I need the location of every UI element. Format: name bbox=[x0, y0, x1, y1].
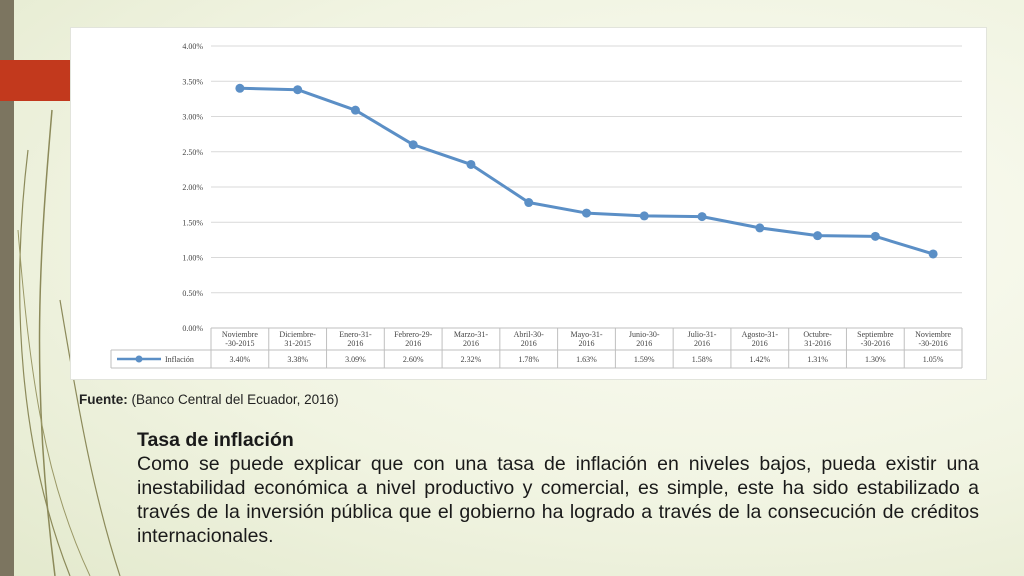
data-table-value: 1.63% bbox=[576, 355, 597, 364]
data-table-value: 1.42% bbox=[749, 355, 770, 364]
x-category-label-line1: Septiembre bbox=[857, 330, 894, 339]
x-category-label-line2: 2016 bbox=[405, 339, 421, 348]
data-point bbox=[755, 223, 765, 233]
data-table-value: 2.32% bbox=[461, 355, 482, 364]
x-category-label-line2: 31-2016 bbox=[804, 339, 831, 348]
y-tick-label: 4.00% bbox=[182, 42, 203, 51]
slide-sidebar-bar bbox=[0, 0, 14, 576]
x-category-label-line1: Octubre- bbox=[803, 330, 832, 339]
y-tick-label: 1.00% bbox=[182, 254, 203, 263]
data-point bbox=[466, 159, 476, 169]
data-point bbox=[408, 140, 418, 150]
data-table-value: 3.40% bbox=[230, 355, 251, 364]
data-table-value: 1.59% bbox=[634, 355, 655, 364]
x-category-label-line2: -30-2016 bbox=[918, 339, 947, 348]
x-category-label-line1: Marzo-31- bbox=[454, 330, 489, 339]
x-category-label-line2: -30-2015 bbox=[225, 339, 254, 348]
slide-red-accent bbox=[0, 60, 70, 101]
x-category-label-line2: -30-2016 bbox=[861, 339, 890, 348]
x-category-label-line2: 2016 bbox=[694, 339, 710, 348]
x-category-label-line1: Abril-30- bbox=[514, 330, 545, 339]
x-category-label-line2: 2016 bbox=[579, 339, 595, 348]
data-table-value: 1.58% bbox=[692, 355, 713, 364]
data-point bbox=[350, 105, 360, 115]
y-tick-label: 3.00% bbox=[182, 113, 203, 122]
body-paragraph: Como se puede explicar que con una tasa … bbox=[137, 453, 979, 547]
x-category-label-line2: 2016 bbox=[636, 339, 652, 348]
inflation-line-chart: 0.00% 0.50% 1.00% 1.50% 2.00% 2.50% 3.00% 3.50%… bbox=[110, 42, 963, 369]
x-category-label-line2: 2016 bbox=[463, 339, 479, 348]
y-tick-label: 0.00% bbox=[182, 324, 203, 333]
body-text-block: Tasa de inflación Como se puede explicar… bbox=[137, 428, 979, 548]
x-category-label-line1: Junio-30- bbox=[629, 330, 660, 339]
data-point bbox=[582, 208, 591, 218]
data-table-value: 1.30% bbox=[865, 355, 886, 364]
data-point bbox=[524, 198, 534, 208]
data-table-value: 1.31% bbox=[807, 355, 828, 364]
x-category-label-line1: Febrero-29- bbox=[394, 330, 433, 339]
x-category-label-line2: 2016 bbox=[347, 339, 363, 348]
x-category-label-line1: Mayo-31- bbox=[571, 330, 603, 339]
data-table-value: 3.38% bbox=[287, 355, 308, 364]
x-category-label-line2: 2016 bbox=[752, 339, 768, 348]
series-line-inflacion bbox=[239, 86, 934, 256]
y-tick-label: 1.50% bbox=[182, 218, 203, 227]
source-citation: Fuente: (Banco Central del Ecuador, 2016… bbox=[79, 392, 339, 407]
x-category-label-line1: Noviembre bbox=[915, 330, 951, 339]
x-category-label-line1: Agosto-31- bbox=[742, 330, 779, 339]
data-point bbox=[928, 249, 938, 259]
data-table-value: 3.09% bbox=[345, 355, 366, 364]
x-category-label-line2: 2016 bbox=[521, 339, 537, 348]
data-point bbox=[870, 231, 880, 241]
y-tick-label: 0.50% bbox=[182, 289, 203, 298]
data-table-value: 1.78% bbox=[518, 355, 539, 364]
x-category-label-line2: 31-2015 bbox=[284, 339, 311, 348]
legend-label: Inflación bbox=[165, 355, 194, 364]
data-point bbox=[813, 231, 823, 241]
chart-panel: 0.00% 0.50% 1.00% 1.50% 2.00% 2.50% 3.00% 3.50%… bbox=[70, 27, 987, 380]
data-table-value: 2.60% bbox=[403, 355, 424, 364]
decorative-curves bbox=[17, 109, 121, 576]
x-category-label-line1: Julio-31- bbox=[688, 330, 717, 339]
y-tick-label: 3.50% bbox=[182, 77, 203, 86]
data-point bbox=[235, 83, 245, 93]
y-tick-label: 2.50% bbox=[182, 148, 203, 157]
source-text: (Banco Central del Ecuador, 2016) bbox=[131, 392, 339, 407]
x-category-label-line1: Diciembre- bbox=[279, 330, 316, 339]
data-point bbox=[293, 85, 303, 95]
body-heading: Tasa de inflación bbox=[137, 429, 294, 451]
y-tick-label: 2.00% bbox=[182, 183, 203, 192]
data-point bbox=[639, 211, 649, 221]
legend-marker bbox=[135, 355, 143, 363]
data-table-value: 1.05% bbox=[923, 355, 944, 364]
data-point bbox=[697, 212, 707, 222]
source-label: Fuente: bbox=[79, 392, 128, 407]
x-category-label-line1: Enero-31- bbox=[339, 330, 372, 339]
x-category-label-line1: Noviembre bbox=[222, 330, 258, 339]
